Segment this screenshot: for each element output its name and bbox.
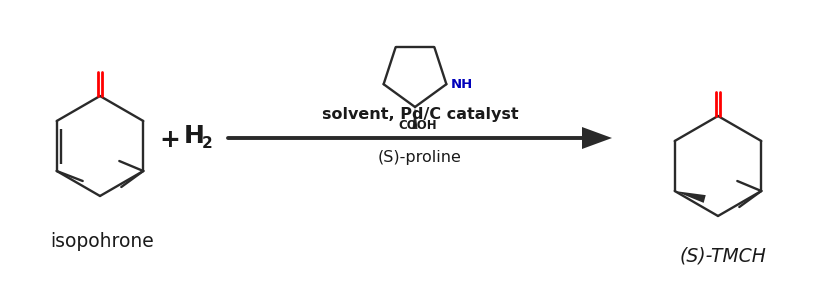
- Text: H: H: [184, 124, 204, 148]
- Text: COOH: COOH: [399, 119, 437, 132]
- Text: solvent, Pd/C catalyst: solvent, Pd/C catalyst: [322, 107, 518, 122]
- Polygon shape: [581, 127, 611, 149]
- Text: isopohrone: isopohrone: [50, 232, 154, 251]
- Text: +: +: [160, 128, 180, 152]
- Text: (S)-proline: (S)-proline: [378, 150, 461, 165]
- Text: 2: 2: [202, 137, 212, 151]
- Text: (S)-TMCH: (S)-TMCH: [679, 247, 766, 266]
- Polygon shape: [412, 107, 417, 129]
- Text: NH: NH: [450, 78, 472, 91]
- Polygon shape: [674, 191, 705, 203]
